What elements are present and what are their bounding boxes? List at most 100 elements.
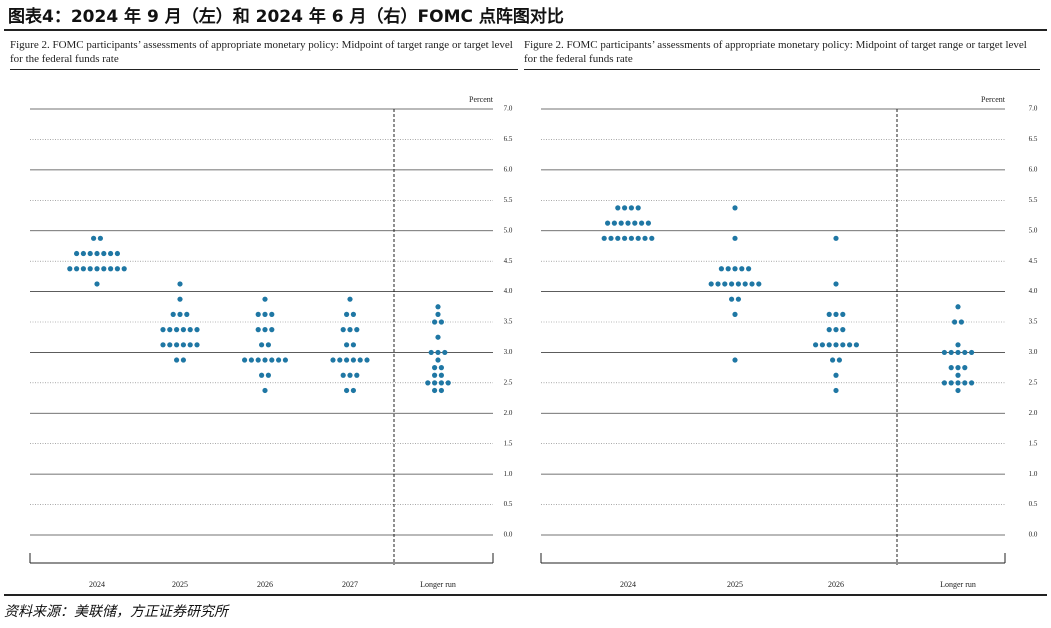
dot [121,266,127,272]
dot [67,266,73,272]
y-tick-label: 2.5 [1029,378,1038,386]
y-tick-label: 2.0 [504,409,513,417]
dot [265,342,271,348]
dot [735,296,742,302]
y-tick-label: 3.0 [1029,348,1038,356]
dot [601,235,607,241]
dot [642,235,648,241]
y-tick-label: 3.0 [504,348,513,356]
dot [262,311,268,317]
y-tick-label: 4.0 [504,287,513,295]
dot [350,387,356,394]
dot [432,372,438,378]
page-title: 图表4：2024 年 9 月（左）和 2024 年 6 月（右）FOMC 点阵图… [8,7,564,27]
dot [350,342,356,348]
dot [265,372,271,378]
dot [170,311,176,317]
dot [618,220,624,226]
dot [732,266,738,272]
dot [94,250,100,257]
dot [941,349,948,356]
dot [340,372,346,378]
dot [833,281,839,287]
dot [833,327,839,333]
dot [432,387,438,394]
dot [350,311,356,317]
dot [344,311,350,317]
dot [354,372,360,378]
dot [114,250,120,257]
dot [955,372,961,378]
dot [611,220,618,226]
dot [269,357,275,363]
x-tick-label: 2025 [727,580,743,589]
dot [344,342,350,348]
dot [167,327,173,333]
dot [167,342,173,348]
y-axis-label: Percent [981,95,1006,104]
dot [282,357,288,363]
y-tick-label: 5.0 [1029,226,1038,234]
dot [639,220,645,226]
dot [955,304,961,310]
dot [969,349,975,356]
dot [615,235,621,241]
y-tick-label: 5.5 [504,196,513,204]
dot [428,349,434,356]
dot [628,205,635,211]
dot [438,372,444,378]
dot [941,380,948,386]
dot [739,266,745,272]
dot [432,380,438,386]
dot [435,357,441,363]
dot [840,327,846,333]
dot [248,357,254,363]
dot [94,266,100,272]
dot [732,205,738,211]
dot [948,349,954,356]
y-tick-label: 2.5 [504,378,513,386]
dot [729,281,735,287]
dot [350,357,356,363]
dot [645,220,652,226]
dot [826,327,832,333]
dot [269,327,275,333]
dot [177,296,183,302]
dot [853,342,860,348]
dot [101,250,107,257]
dot [756,281,762,287]
dot [632,220,638,226]
dot [255,327,261,333]
dot [91,235,97,241]
y-tick-label: 3.5 [1029,318,1038,326]
y-tick-label: 0.5 [504,500,513,508]
y-tick-label: 0.0 [504,531,513,539]
dot [962,349,968,356]
dot [833,311,839,317]
dot [262,327,268,333]
dot [955,387,961,394]
y-tick-label: 4.0 [1029,287,1038,295]
dot [735,281,742,287]
dot [344,387,350,394]
source: 资料来源：美联储，方正证券研究所 [4,594,1047,621]
dot [635,205,641,211]
chart-title: Figure 2. FOMC participants’ assessments… [10,38,518,70]
dot [840,311,846,317]
dot [364,357,370,363]
dot [840,342,846,348]
dot [262,387,268,394]
x-tick-label: 2026 [828,580,844,589]
dot [432,319,438,325]
dot [354,327,360,333]
dot [438,365,444,371]
dot [729,296,735,302]
dot [337,357,343,363]
dot [649,235,655,241]
y-tick-label: 0.5 [1029,500,1038,508]
dot [347,327,353,333]
dot [732,357,738,363]
dot [836,357,843,363]
y-tick-label: 0.0 [1029,531,1038,539]
y-tick-label: 6.5 [504,135,513,143]
